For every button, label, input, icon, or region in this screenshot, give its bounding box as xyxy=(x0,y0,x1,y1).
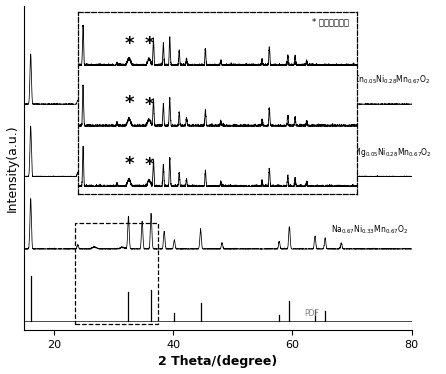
Bar xyxy=(75,223,158,324)
Text: Na$_{0.67}$Mg$_{0.05}$Ni$_{0.28}$Mn$_{0.67}$O$_2$: Na$_{0.67}$Mg$_{0.05}$Ni$_{0.28}$Mn$_{0.… xyxy=(331,146,432,159)
X-axis label: 2 Theta/(degree): 2 Theta/(degree) xyxy=(158,355,277,368)
Y-axis label: Intensity(a.u.): Intensity(a.u.) xyxy=(5,124,19,212)
Text: PDF: PDF xyxy=(304,309,319,318)
Text: Na$_{0.67}$Ni$_{0.33}$Mn$_{0.67}$O$_2$: Na$_{0.67}$Ni$_{0.33}$Mn$_{0.67}$O$_2$ xyxy=(331,223,409,236)
Text: Na$_{0.67}$Zn$_{0.05}$Ni$_{0.28}$Mn$_{0.67}$O$_2$: Na$_{0.67}$Zn$_{0.05}$Ni$_{0.28}$Mn$_{0.… xyxy=(331,74,430,86)
